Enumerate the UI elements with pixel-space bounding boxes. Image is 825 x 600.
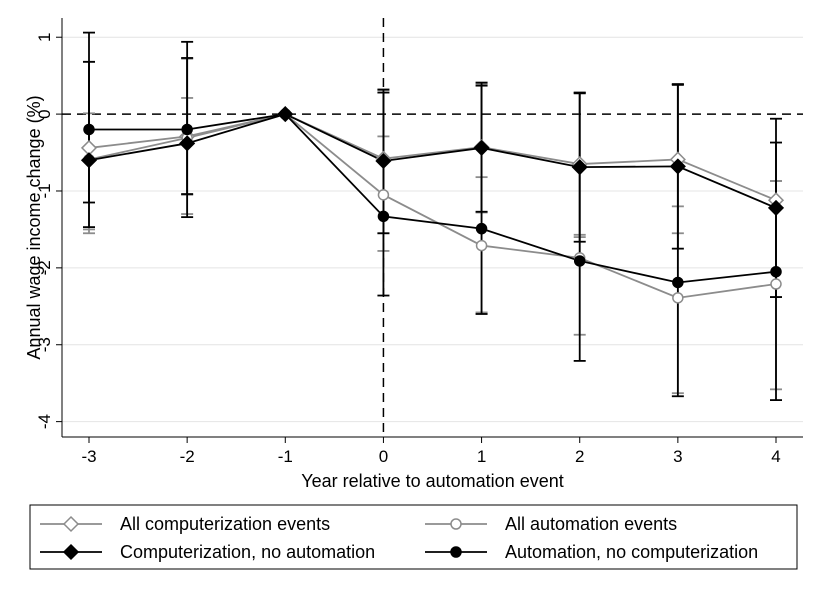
grid-lines (62, 36, 803, 423)
data-point-computerization-no-automation (767, 199, 785, 216)
series-lines (88, 113, 777, 299)
series-line-computerization-no-automation (88, 113, 777, 209)
x-tick-label: 2 (575, 447, 584, 466)
y-tick-label: -2 (35, 260, 54, 275)
y-tick-label: -1 (35, 183, 54, 198)
x-tick-label: -2 (180, 447, 195, 466)
data-point-computerization-no-automation (669, 158, 686, 175)
y-tick-label: 0 (35, 109, 54, 118)
data-point-automation-no-computerization (83, 123, 95, 136)
data-point-automation-no-computerization (475, 222, 488, 235)
x-tick-label: -1 (278, 447, 293, 466)
data-point-automation-no-computerization (672, 276, 684, 289)
data-point-computerization-no-automation (80, 152, 98, 169)
data-point-computerization-no-automation (571, 159, 588, 176)
legend-label-automation-no-computerization: Automation, no computerization (505, 542, 758, 562)
data-point-automation-no-computerization (377, 210, 390, 223)
tick-labels: -3 -2 -1 0 1 2 3 4 -4 -3 -2 -1 0 1 (35, 32, 781, 466)
x-tick-label: 1 (477, 447, 486, 466)
legend-swatch-marker-automation-no-computerization (450, 546, 462, 558)
series-line-all-computerization-events (88, 113, 777, 202)
data-point-automation-no-computerization (181, 123, 193, 136)
x-tick-label: 0 (379, 447, 388, 466)
y-tick-label: -3 (35, 337, 54, 352)
axes (56, 18, 803, 443)
x-axis-label: Year relative to automation event (301, 471, 564, 491)
y-axis-label: Annual wage income change (%) (24, 95, 44, 359)
x-tick-label: -3 (81, 447, 96, 466)
data-point-all-automation-events (377, 189, 390, 201)
legend-label-all-computerization-events: All computerization events (120, 514, 330, 534)
legend-swatch-marker-computerization-no-automation (62, 543, 80, 561)
legend-swatch-marker-all-computerization-events (62, 515, 80, 533)
data-point-automation-no-computerization (573, 255, 586, 267)
reference-lines (62, 18, 803, 437)
series-line-automation-no-computerization (89, 113, 777, 284)
legend-label-all-automation-events: All automation events (505, 514, 677, 534)
legend-box (29, 504, 798, 570)
legend: All computerization events All automation… (29, 504, 798, 570)
data-point-computerization-no-automation (375, 152, 392, 170)
x-tick-label: 4 (771, 447, 780, 466)
plot-area (62, 18, 803, 437)
series-line-all-automation-events (88, 113, 777, 299)
y-tick-label: 1 (35, 32, 54, 41)
legend-label-computerization-no-automation: Computerization, no automation (120, 542, 375, 562)
confidence-intervals (83, 31, 782, 401)
x-tick-label: 3 (673, 447, 682, 466)
y-tick-label: -4 (35, 414, 54, 429)
legend-swatch-marker-all-automation-events (450, 518, 462, 530)
data-point-all-automation-events (475, 239, 488, 252)
data-point-computerization-no-automation (473, 139, 490, 156)
data-point-computerization-no-automation (179, 135, 196, 152)
series-markers (80, 106, 785, 304)
data-point-all-automation-events (770, 278, 782, 290)
data-point-all-automation-events (672, 292, 684, 304)
data-point-automation-no-computerization (279, 108, 292, 120)
data-point-automation-no-computerization (770, 265, 782, 278)
